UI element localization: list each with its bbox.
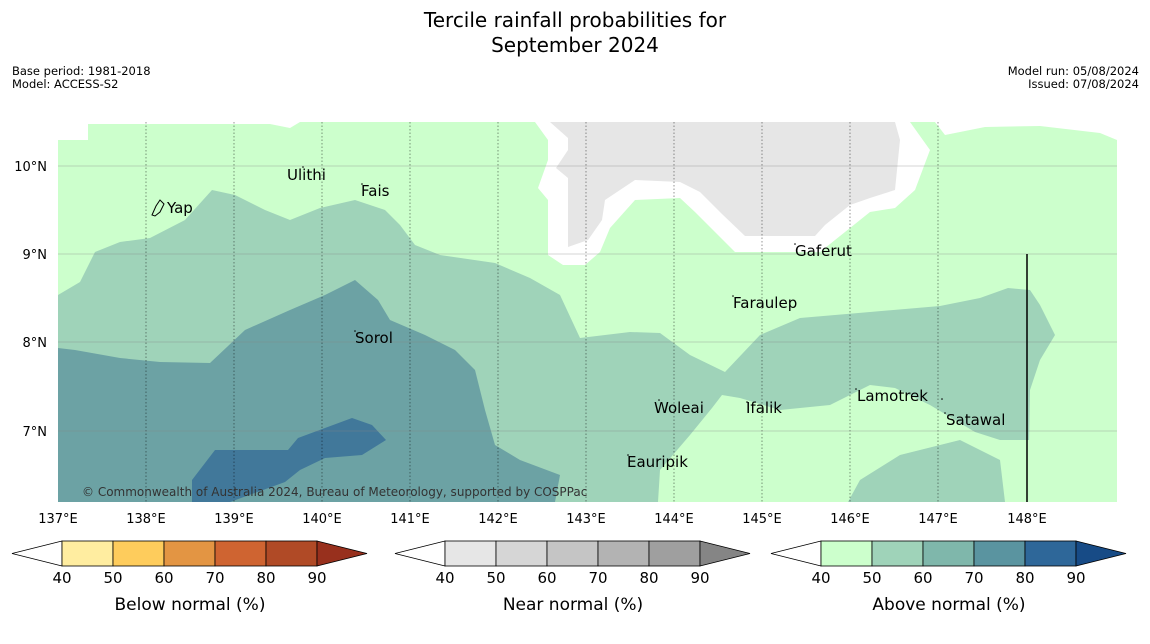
lon-label: 141°E (390, 512, 430, 527)
colorbar-tick-label: 60 (537, 569, 556, 587)
colorbar-tick-label: 70 (205, 569, 224, 587)
colorbar-segment (163, 540, 216, 567)
colorbar-extension-low (394, 540, 446, 567)
colorbar-segment (973, 540, 1026, 567)
lon-label: 142°E (478, 512, 518, 527)
colorbar-extension-high (316, 540, 368, 567)
colorbar-segment (444, 540, 497, 567)
colorbar-tick-label: 80 (256, 569, 275, 587)
issued-date: Issued: 07/08/2024 (1028, 77, 1139, 91)
colorbar-segment (597, 540, 650, 567)
colorbar-tick-label: 40 (52, 569, 71, 587)
place-yap: Yap (166, 199, 193, 217)
lon-label: 145°E (742, 512, 782, 527)
model-name: Model: ACCESS-S2 (12, 77, 119, 91)
island-markers (302, 166, 946, 456)
place-faraulep: Faraulep (733, 294, 797, 312)
lon-label: 137°E (38, 512, 78, 527)
title-line-2: September 2024 (491, 33, 659, 57)
colorbar-tick-label: 70 (588, 569, 607, 587)
colorbar-segment (112, 540, 165, 567)
colorbar-tick-label: 50 (103, 569, 122, 587)
lat-label: 9°N (23, 248, 48, 263)
lat-labels: 10°N 9°N 8°N 7°N (14, 160, 47, 440)
colorbar-tick-label: 80 (639, 569, 658, 587)
place-sorol: Sorol (355, 329, 393, 347)
lat-label: 7°N (23, 425, 48, 440)
colorbar-extension-low (11, 540, 63, 567)
colorbar-tick-label: 60 (154, 569, 173, 587)
yap-island-outline (151, 199, 165, 217)
colorbar-segment (495, 540, 548, 567)
colorbar-tick-label: 80 (1015, 569, 1034, 587)
map-area (58, 122, 1117, 502)
map-title: Tercile rainfall probabilities for Septe… (0, 8, 1150, 58)
lon-label: 140°E (302, 512, 342, 527)
colorbar-tick-label: 90 (690, 569, 709, 587)
colorbar-tick-label: 50 (862, 569, 881, 587)
colorbar-tick-label: 40 (811, 569, 830, 587)
colorbar-extension-high (699, 540, 751, 567)
place-lamotrek: Lamotrek (857, 387, 928, 405)
title-line-1: Tercile rainfall probabilities for (423, 8, 727, 32)
colorbar-extension-low (770, 540, 822, 567)
lon-label: 144°E (654, 512, 694, 527)
lon-label: 148°E (1007, 512, 1047, 527)
lon-label: 139°E (214, 512, 254, 527)
colorbar-tick-label: 90 (1066, 569, 1085, 587)
colorbar-above-normal: 40 50 60 70 80 90 (770, 540, 1127, 587)
colorbar-below-normal: 40 50 60 70 80 90 (11, 540, 368, 587)
base-period: Base period: 1981-2018 (12, 64, 151, 78)
colorbar-near-normal: 40 50 60 70 80 90 (394, 540, 751, 587)
colorbar-segment (61, 540, 114, 567)
colorbar-above-label: Above normal (%) (872, 595, 1025, 615)
colorbar-segment (820, 540, 873, 567)
lon-label: 143°E (566, 512, 606, 527)
lon-label: 138°E (126, 512, 166, 527)
place-ulithi: Ulithi (287, 166, 326, 184)
colorbar-segment (546, 540, 599, 567)
colorbar-segment (871, 540, 924, 567)
colorbar-below-label: Below normal (%) (115, 595, 266, 615)
colorbar-segment (1024, 540, 1077, 567)
above-70-80-region (192, 418, 386, 502)
meta-right: Model run: 05/08/2024 Issued: 07/08/2024 (1008, 65, 1139, 91)
copyright-notice: © Commonwealth of Australia 2024, Bureau… (82, 485, 587, 499)
place-satawal: Satawal (946, 411, 1005, 429)
colorbar-tick-label: 60 (913, 569, 932, 587)
colorbar-segment (265, 540, 318, 567)
colorbar-tick-label: 40 (435, 569, 454, 587)
colorbar-segment (214, 540, 267, 567)
colorbar-tick-label: 50 (486, 569, 505, 587)
gridlines (145, 122, 939, 502)
near-normal-region (550, 122, 900, 247)
above-40-50-region-south (658, 385, 1030, 502)
colorbar-tick-label: 70 (964, 569, 983, 587)
lat-label: 10°N (14, 160, 47, 175)
lon-labels: 137°E 138°E 139°E 140°E 141°E 142°E 143°… (38, 512, 1047, 527)
above-60-70-region (58, 280, 560, 502)
colorbar-tick-label: 90 (307, 569, 326, 587)
place-ifalik: Ifalik (746, 399, 782, 417)
lon-label: 146°E (830, 512, 870, 527)
colorbar-near-label: Near normal (%) (503, 595, 643, 615)
colorbar-extension-high (1075, 540, 1127, 567)
model-run: Model run: 05/08/2024 (1007, 64, 1139, 78)
place-eauripik: Eauripik (627, 453, 688, 471)
lat-label: 8°N (23, 336, 48, 351)
lon-label: 147°E (918, 512, 958, 527)
colorbar-segment (922, 540, 975, 567)
lat-gridlines (58, 165, 1117, 432)
place-gaferut: Gaferut (795, 242, 852, 260)
place-woleai: Woleai (654, 399, 704, 417)
colorbar-segment (648, 540, 701, 567)
meta-left: Base period: 1981-2018 Model: ACCESS-S2 (12, 65, 151, 91)
place-fais: Fais (361, 182, 390, 200)
nodata-region (58, 122, 88, 140)
